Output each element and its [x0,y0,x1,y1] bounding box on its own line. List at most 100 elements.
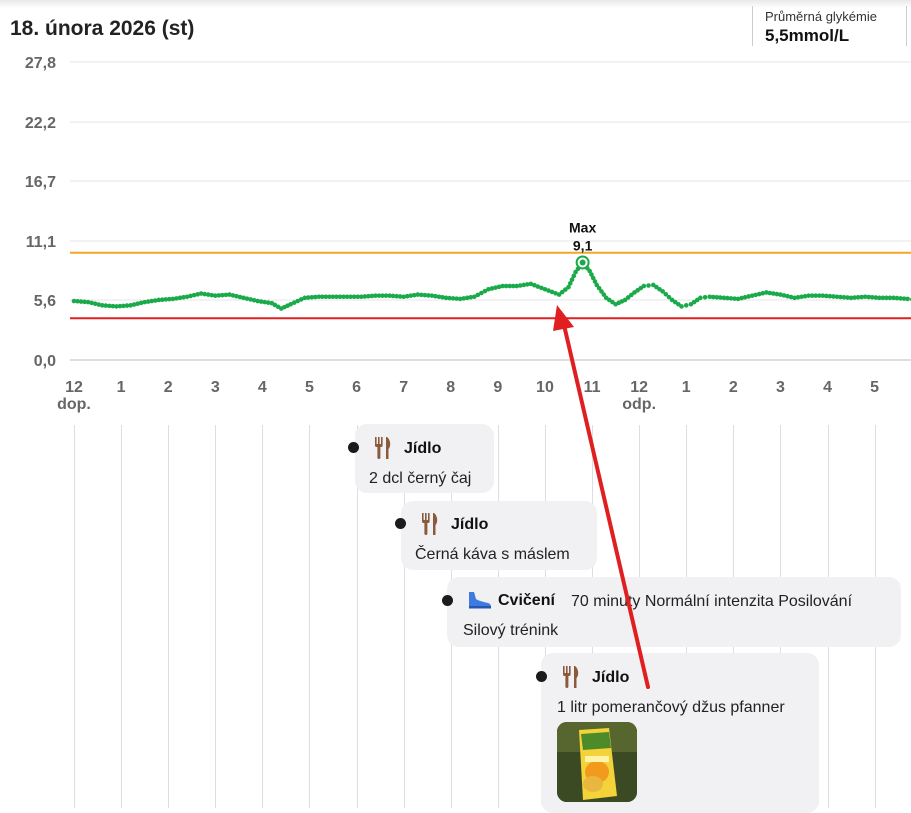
glucose-point [905,296,910,302]
event-title: Jídlo [451,516,489,533]
max-marker-inner [579,259,586,266]
timeline-hour-line [403,425,405,808]
glucose-point [848,295,854,301]
event-card-exercise[interactable] [447,577,901,647]
x-tick-label: 7 [399,379,408,396]
fork-knife-icon [375,437,391,459]
glucose-point [698,295,703,301]
juice-carton-photo[interactable] [557,722,637,802]
glucose-point [85,299,91,305]
x-tick-label: 10 [536,379,554,396]
glucose-point [486,286,491,292]
glucose-point [869,294,875,300]
fork-knife-icon [563,666,579,688]
glucose-point [188,293,193,299]
pm-label: odp. [622,396,656,413]
glucose-point [785,293,790,299]
average-glucose-panel: Průměrná glykémie 5,5mmol/L [752,6,907,46]
event-title: Jídlo [592,669,630,686]
glucose-point [571,273,577,279]
glucose-point [596,285,602,291]
glucose-point [742,294,748,300]
glucose-chart[interactable]: 0,05,611,116,722,227,812 1 2 3 4 5 6 7 8 9 10 11 12 1… [0,45,911,425]
glucose-point [489,286,495,291]
glucose-point [114,304,119,309]
glucose-point [212,293,218,298]
glucose-point [96,302,102,307]
glucose-point [230,293,236,298]
event-detail: 70 minuty Normální intenzita Posilování [571,593,853,610]
glucose-point [880,295,886,301]
event-description: 2 dcl černý čaj [369,470,472,487]
glucose-point [532,282,537,288]
glucose-point [781,293,787,298]
glucose-point [426,293,431,298]
y-tick-label: 27,8 [25,55,56,72]
glucose-point [468,294,474,300]
glucose-point [464,295,470,301]
glucose-point [503,283,509,289]
glucose-point [714,294,720,300]
glucose-point [145,299,151,304]
glucose-point [873,295,879,300]
glucose-point [732,296,737,301]
x-tick-label: 4 [258,379,267,396]
y-tick-label: 0,0 [34,353,56,370]
glucose-point [901,296,907,301]
glucose-point [131,302,137,307]
glucose-point [884,295,889,301]
glucose-point [774,291,780,297]
glucose-point [594,282,600,288]
glucose-point [234,293,239,299]
average-glucose-value: 5,5mmol/L [765,26,850,45]
average-glucose-label: Průměrná glykémie [765,9,877,24]
glucose-point [174,296,179,301]
max-value: 9,1 [573,237,593,253]
glucose-point [258,299,264,304]
x-tick-label: 5 [870,379,879,396]
glucose-point [334,294,339,300]
glucose-point [313,294,318,300]
glucose-point [739,295,744,301]
glucose-point [288,301,293,307]
glucose-point [625,295,631,300]
glucose-point [707,294,713,300]
glucose-point [327,294,332,300]
glucose-point [760,290,766,296]
x-tick-label: 1 [682,379,691,396]
glucose-point [177,295,183,301]
glucose-point [205,292,211,297]
glucose-point [809,293,815,298]
event-description: Černá káva s máslem [415,546,570,563]
glucose-point [443,295,449,301]
glucose-point [841,294,847,300]
glucose-point [316,294,322,300]
glucose-point [660,289,665,294]
glucose-point [366,293,371,299]
glucose-point [92,301,98,307]
glucose-point [542,286,548,292]
glucose-point [813,293,819,298]
shoe-icon [469,592,491,609]
x-tick-label: 3 [211,379,220,396]
glucose-point [383,293,389,298]
glucose-point [767,290,773,296]
glucose-point [590,275,596,281]
glucose-point [248,297,253,302]
x-tick-label: 6 [352,379,361,396]
glucose-point [589,272,594,277]
x-tick-label: 2 [729,379,738,396]
glucose-point [387,293,392,298]
glucose-point [454,296,459,301]
glucose-point [628,292,634,298]
y-tick-label: 22,2 [25,115,56,132]
glucose-point [894,295,900,301]
x-tick-label: 11 [584,379,601,396]
glucose-point [128,303,133,308]
glucose-point [397,294,403,299]
glucose-point [535,284,541,289]
glucose-point [834,294,840,300]
y-tick-label: 11,1 [26,234,56,251]
timeline-hour-line [215,425,217,808]
glucose-point [255,298,260,304]
